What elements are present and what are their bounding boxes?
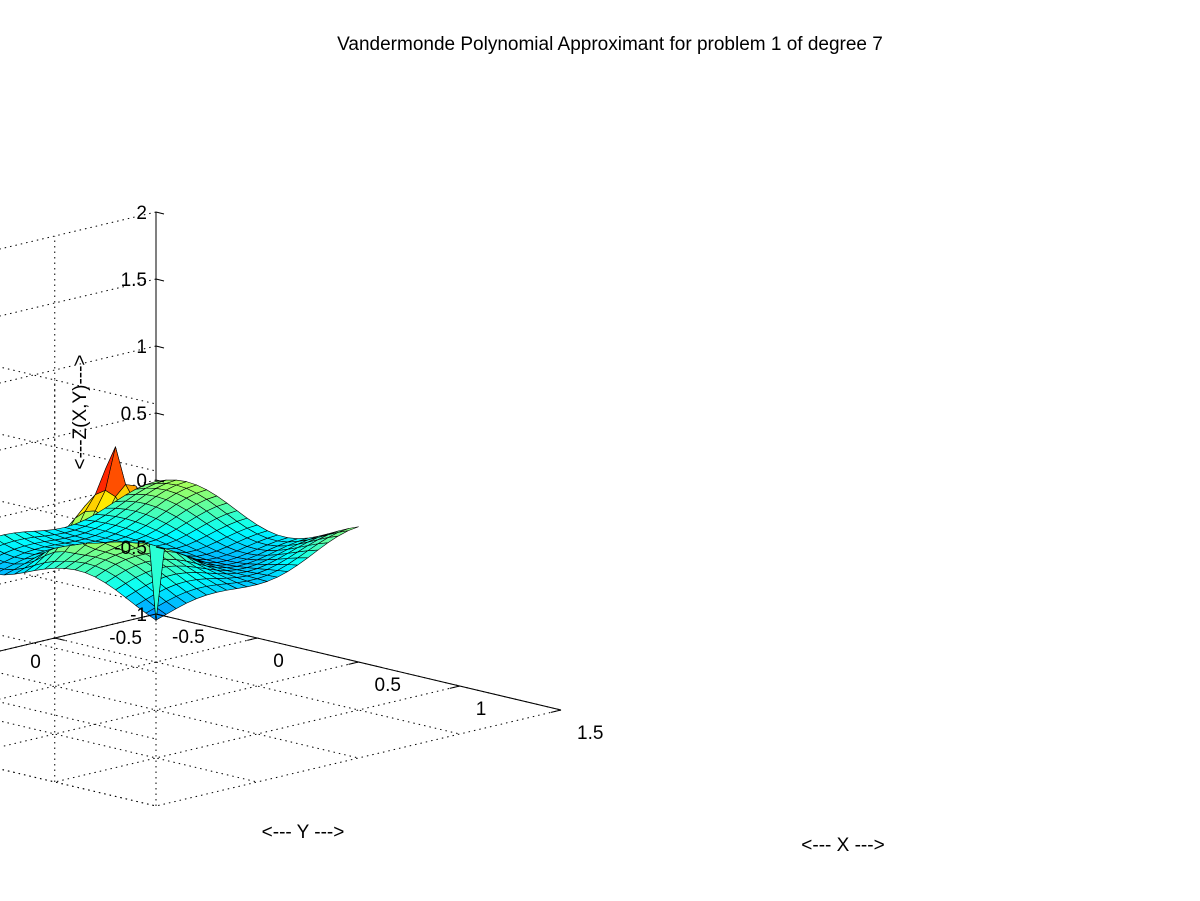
z-tick-label: 1 [136, 337, 147, 358]
chart-title: Vandermonde Polynomial Approximant for p… [337, 34, 883, 55]
grid-line-y-floor [0, 720, 258, 783]
surface-mesh [0, 446, 359, 622]
grid-line-z-back-right [0, 366, 157, 405]
x-tick-label: 1 [476, 699, 487, 720]
z-axis-label: <---Z(X,Y)---> [70, 354, 91, 469]
z-tick-label: -1 [130, 605, 147, 626]
x-tick-mark [247, 637, 258, 641]
grid-line-z-back-right [0, 567, 157, 606]
grid-line-z-back-right [0, 634, 157, 673]
y-tick-mark [155, 613, 167, 617]
grid-line-x-floor [0, 661, 359, 748]
grid-line-x-floor [155, 709, 562, 807]
grid-line-z-back-right [0, 433, 157, 472]
x-tick-mark [550, 709, 562, 713]
x-tick-label: -0.5 [172, 627, 205, 648]
grid-line-z-back-left [0, 211, 157, 250]
x-tick-label: 1.5 [577, 723, 603, 744]
x-tick-mark [145, 613, 157, 617]
z-tick-label: 0.5 [121, 404, 147, 425]
y-axis-label: <--- Y ---> [262, 822, 345, 843]
z-tick-mark [155, 546, 165, 550]
z-tick-mark [155, 345, 165, 349]
z-tick-mark [155, 278, 165, 282]
y-tick-label: -0.5 [109, 628, 142, 649]
z-tick-label: -0.5 [114, 538, 147, 559]
grid-line-y-floor [54, 637, 460, 735]
axis-ticks: -1-0.500.511.52-0.500.511.5-0.500.511.5 [30, 203, 603, 744]
y-tick-label: 0 [30, 652, 41, 673]
z-tick-label: 1.5 [121, 270, 147, 291]
y-tick-mark [54, 637, 65, 641]
grid-line-y-floor [0, 768, 157, 807]
z-tick-mark [155, 412, 165, 416]
grid-line-z-back-right [0, 701, 157, 740]
z-tick-label: 2 [136, 203, 147, 224]
x-tick-mark [449, 685, 460, 689]
z-tick-mark [155, 479, 165, 483]
grid-line-y-floor [0, 672, 359, 759]
x-tick-mark [348, 661, 359, 665]
y-axis-line [0, 613, 157, 652]
x-tick-label: 0 [273, 651, 284, 672]
x-axis-label: <--- X ---> [801, 835, 884, 856]
grid-line-x-floor [54, 685, 460, 783]
z-tick-mark [155, 211, 165, 215]
grid-line-z-back-right [0, 768, 157, 807]
x-tick-label: 0.5 [375, 675, 401, 696]
z-tick-label: 0 [136, 471, 147, 492]
